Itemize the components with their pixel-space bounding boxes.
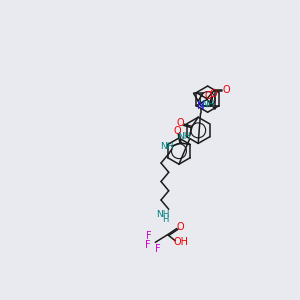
Text: NH: NH — [160, 142, 173, 152]
Text: O: O — [204, 91, 212, 101]
Text: NH: NH — [156, 210, 169, 219]
Text: NH: NH — [177, 132, 190, 141]
Text: N: N — [196, 101, 204, 111]
Text: NH: NH — [201, 100, 214, 109]
Text: OH: OH — [173, 237, 188, 248]
Text: O: O — [173, 126, 181, 136]
Text: O: O — [177, 118, 184, 128]
Text: O: O — [177, 222, 184, 232]
Text: H: H — [163, 215, 169, 224]
Text: F: F — [146, 231, 152, 241]
Text: F: F — [145, 240, 150, 250]
Text: O: O — [209, 89, 217, 99]
Text: O: O — [223, 85, 230, 94]
Text: F: F — [155, 244, 161, 254]
